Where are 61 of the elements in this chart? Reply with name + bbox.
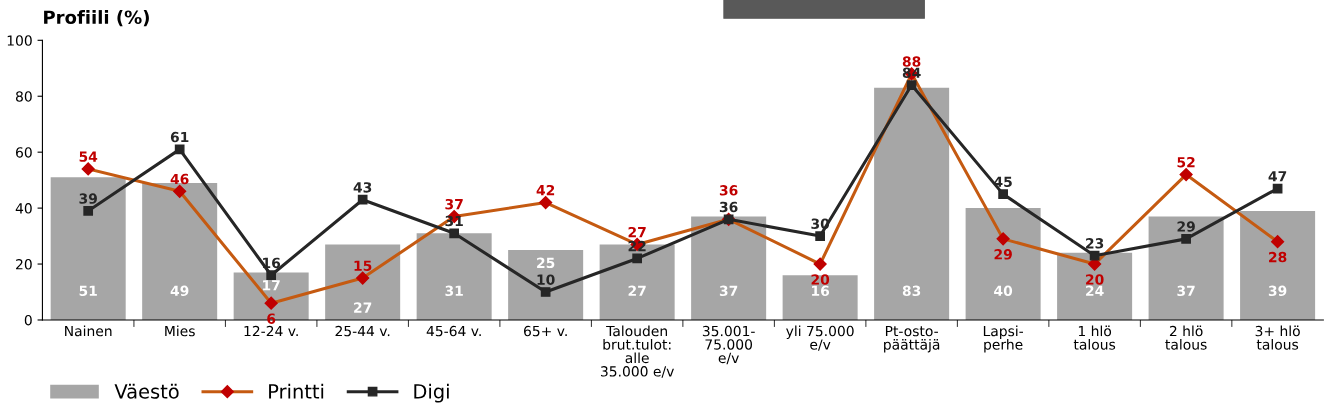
x-tick-label: Nainen	[65, 325, 112, 337]
x-tick-label: 45-64 v.	[426, 325, 481, 337]
data-label: 47	[1268, 171, 1287, 182]
data-label: 29	[994, 249, 1012, 260]
x-tick-label: Talouden brut.tulot: alle 35.000 e/v	[600, 325, 674, 378]
x-tick-label: 35.001- 75.000 e/v	[702, 325, 755, 365]
y-tick-label: 100	[7, 35, 32, 46]
x-tick-label: 3+ hlö talous	[1255, 325, 1300, 350]
data-label: 54	[79, 151, 98, 162]
x-tick-label: 2 hlö talous	[1165, 325, 1207, 350]
x-tick-label: Lapsi- perhe	[983, 325, 1024, 353]
x-tick-label: yli 75.000 e/v	[786, 325, 854, 351]
data-label: 16	[812, 285, 830, 297]
data-label: 28	[1269, 251, 1287, 263]
chart-title: Profiili (%)	[44, 10, 149, 27]
data-label: 46	[170, 173, 189, 185]
data-label: 17	[263, 280, 280, 291]
data-label: 23	[1086, 238, 1104, 249]
data-label: 36	[719, 201, 738, 213]
data-label: 39	[79, 193, 97, 204]
legend-label: Printti	[269, 383, 324, 399]
x-tick-label: 12-24 v.	[244, 325, 298, 337]
data-label: 40	[994, 285, 1013, 297]
x-tick-label: Mies	[165, 325, 195, 337]
data-label: 45	[994, 176, 1012, 188]
data-label: 27	[354, 302, 372, 313]
y-tick-label: 0	[24, 314, 32, 326]
legend-label: Digi	[414, 383, 449, 403]
data-label: 88	[902, 56, 921, 67]
data-label: 83	[902, 285, 921, 297]
data-label: 6	[267, 313, 276, 324]
data-label: 37	[719, 285, 738, 297]
data-label: 31	[445, 285, 463, 297]
x-tick-label: Pt-osto- päättäjä	[884, 325, 940, 353]
y-tick-label: 80	[15, 91, 32, 102]
data-label: 29	[1177, 221, 1195, 232]
data-label: 39	[1268, 285, 1287, 297]
y-tick-label: 20	[16, 259, 32, 270]
data-label: 10	[537, 274, 555, 285]
y-tick-label: 40	[15, 203, 32, 214]
x-tick-label: 25-44 v.	[335, 325, 390, 337]
data-label: 25	[537, 257, 555, 269]
data-label: 27	[628, 285, 646, 296]
y-tick-label: 60	[16, 147, 32, 158]
data-label: 15	[354, 260, 372, 271]
data-label: 37	[445, 198, 463, 210]
data-label: 37	[1177, 285, 1195, 297]
data-label: 27	[628, 226, 646, 238]
data-label: 20	[1086, 274, 1104, 285]
legend-label: Väestö	[114, 383, 179, 399]
data-label: 20	[811, 274, 830, 285]
data-label: 52	[1177, 156, 1195, 168]
data-label: 43	[353, 182, 372, 193]
x-tick-label: 1 hlö talous	[1073, 325, 1116, 350]
data-label: 51	[79, 285, 97, 297]
data-label: 42	[536, 184, 555, 196]
data-label: 61	[170, 131, 189, 143]
data-label: 49	[170, 285, 189, 297]
data-label: 24	[1086, 285, 1104, 296]
x-tick-label: 65+ v.	[523, 325, 567, 337]
data-label: 36	[719, 185, 738, 196]
